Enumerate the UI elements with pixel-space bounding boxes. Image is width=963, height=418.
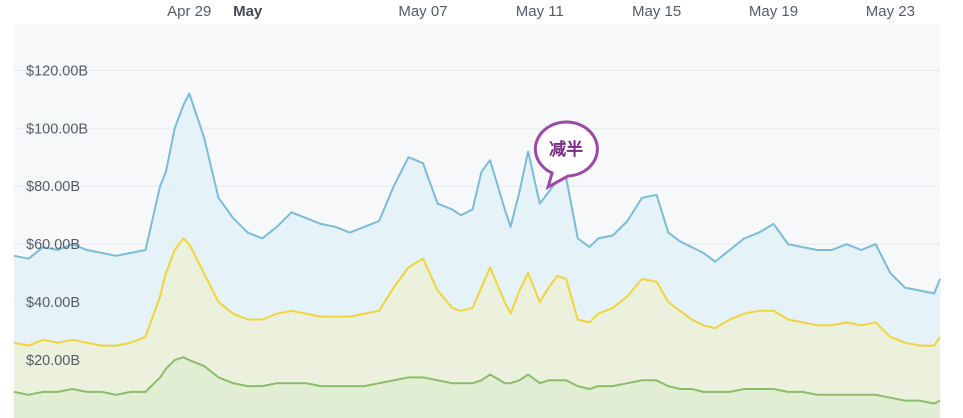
y-tick-label: $80.00B: [26, 179, 80, 195]
callout-bubble: [533, 120, 599, 191]
yellow-series-line: [13, 237, 941, 347]
green-series-area: [14, 357, 940, 418]
blue-series-line: [13, 92, 941, 295]
y-tick-label: $60.00B: [26, 237, 80, 253]
x-tick-label: May 15: [632, 3, 681, 20]
x-tick-label: May 19: [749, 3, 798, 20]
y-tick-label: $40.00B: [26, 295, 80, 311]
y-axis: $20.00B $40.00B $60.00B $80.00B $100.00B $120…: [26, 63, 88, 369]
green-series-line: [13, 356, 941, 405]
y-tick-label: $20.00B: [26, 353, 80, 369]
y-tick-label: $120.00B: [26, 63, 88, 79]
x-tick-label: Apr 29: [167, 3, 211, 20]
y-tick-label: $100.00B: [26, 121, 88, 137]
annotation-callout: 减半: [533, 120, 599, 191]
series-areas: [14, 93, 940, 418]
x-tick-label: May 11: [516, 3, 564, 20]
callout-text: 减半: [549, 139, 583, 160]
x-axis: Apr 29 May May 07 May 11 May 15 May 19 May 23: [167, 3, 915, 20]
x-tick-label: May: [233, 3, 263, 20]
series-lines: [13, 92, 941, 405]
x-tick-label: May 07: [398, 3, 447, 20]
yellow-series-area: [14, 238, 940, 418]
x-tick-label: May 23: [866, 3, 915, 20]
